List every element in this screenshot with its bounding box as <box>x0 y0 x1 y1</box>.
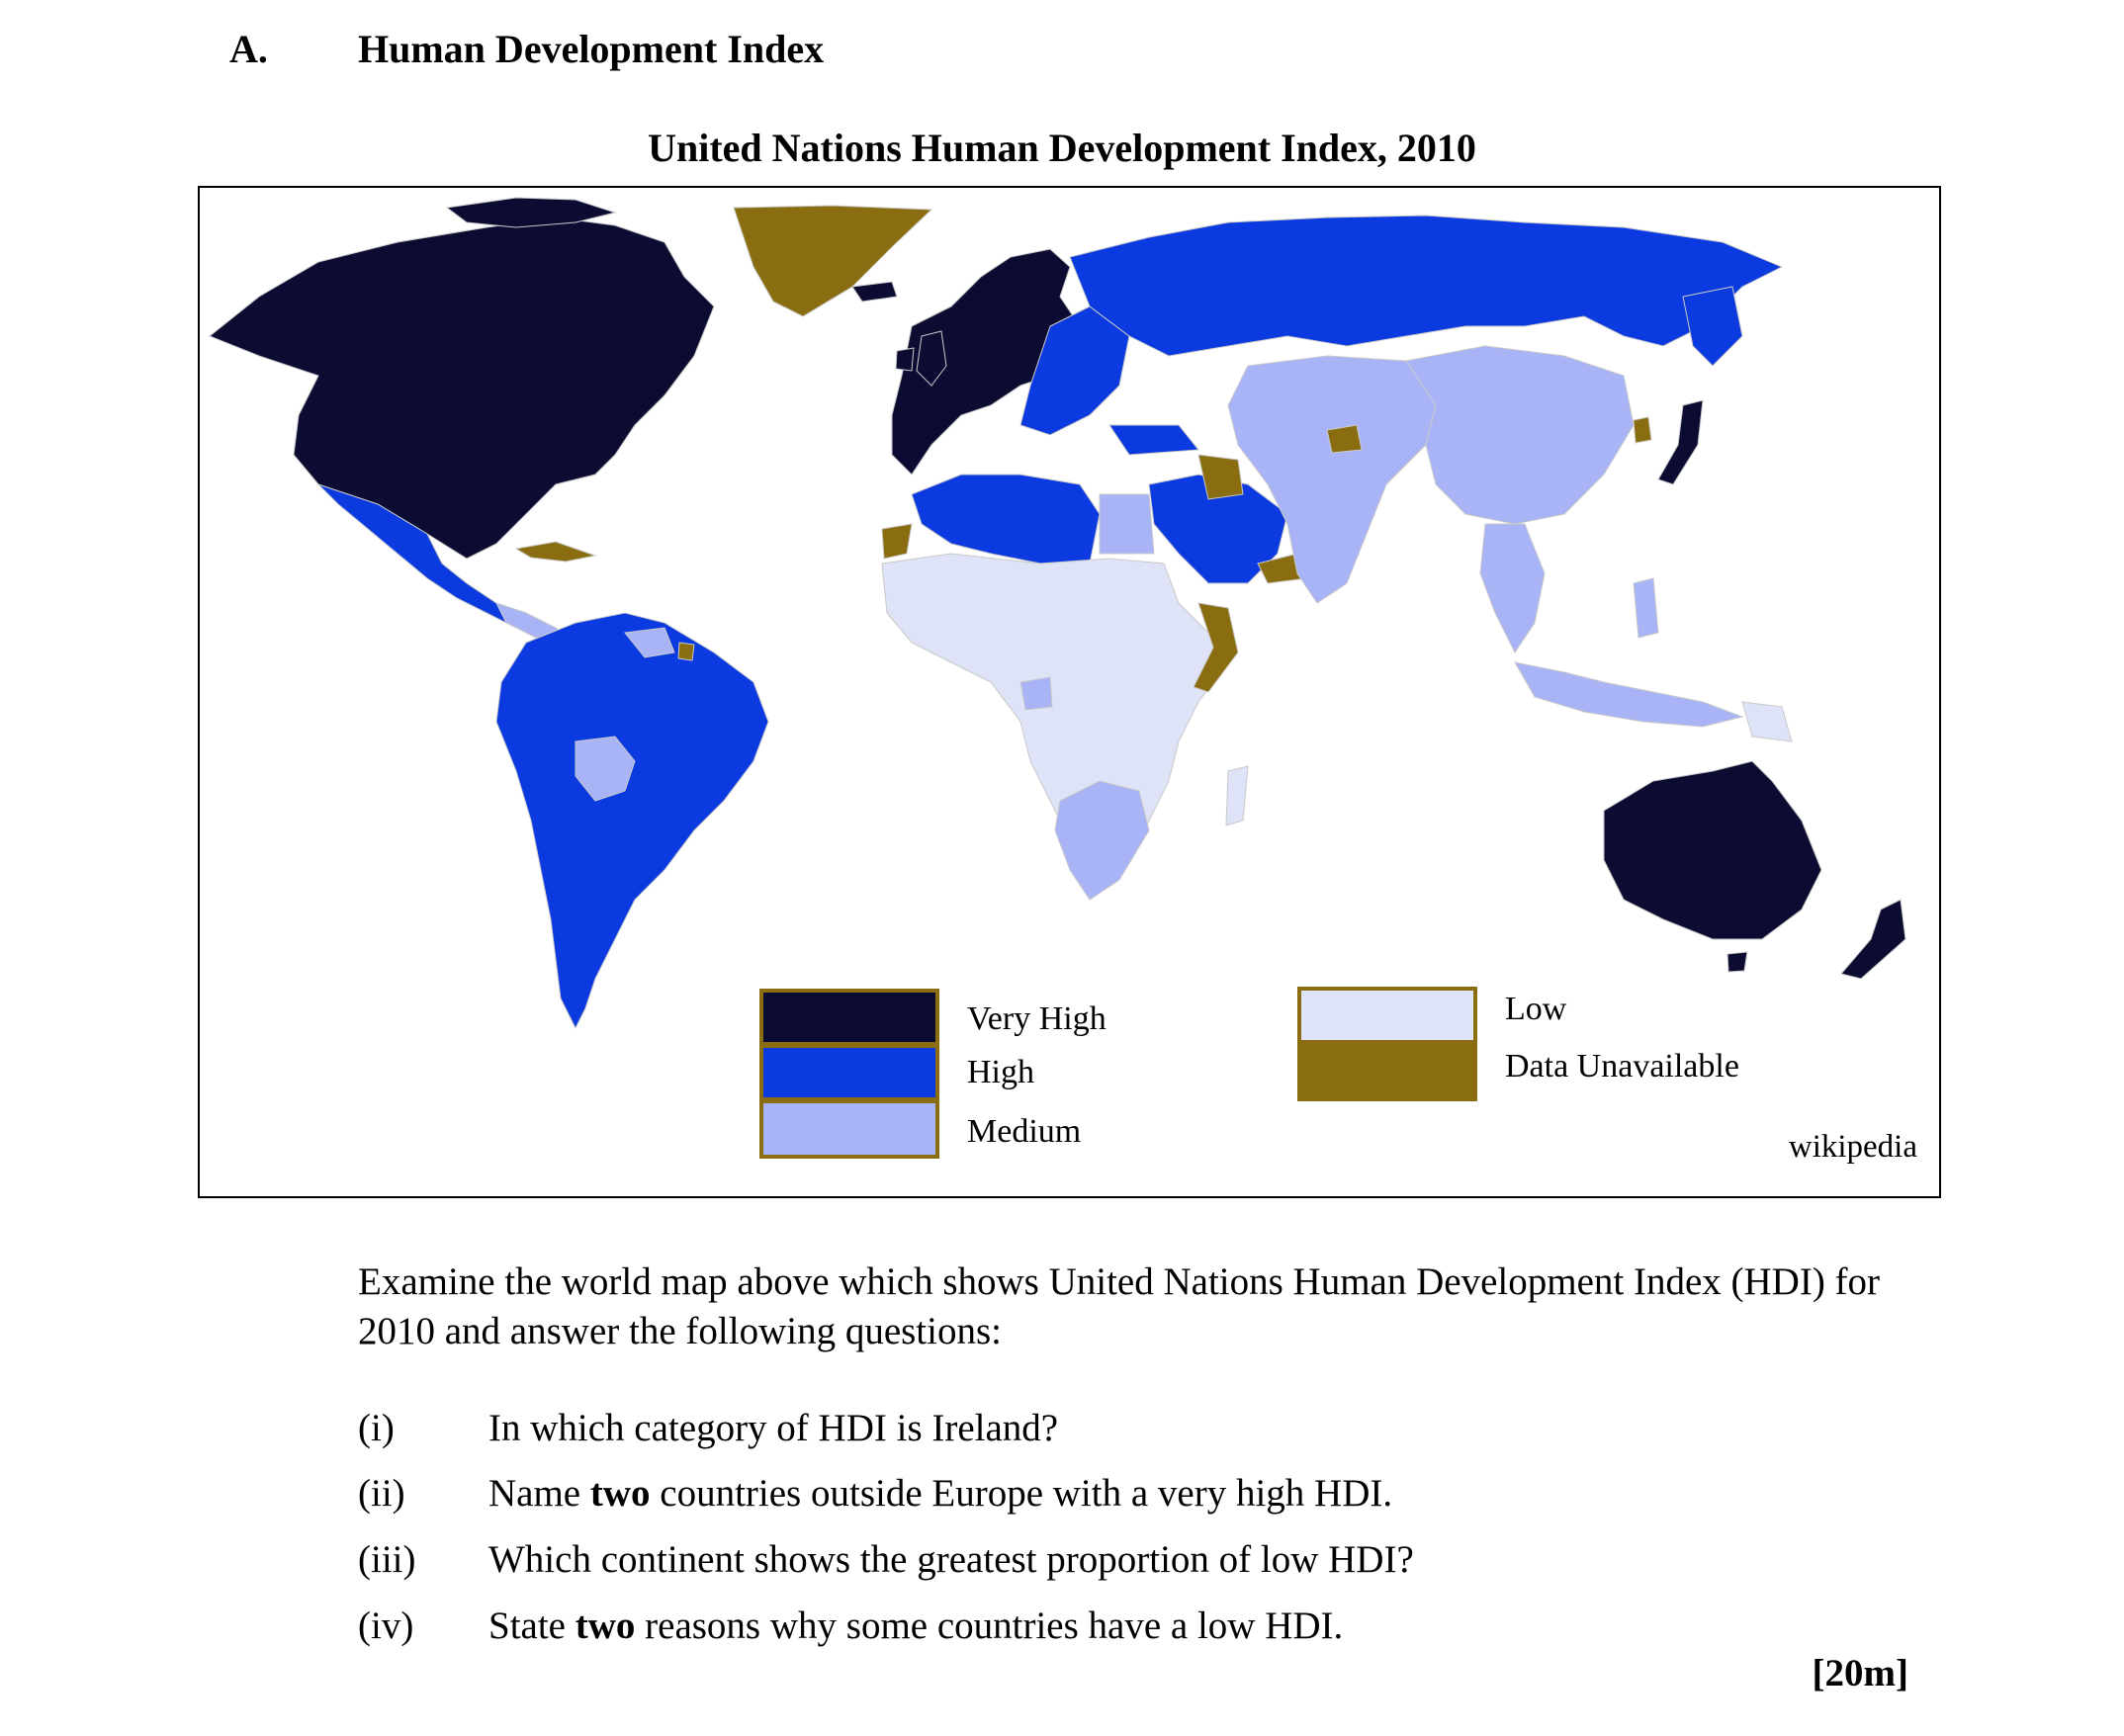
region-southeast-asia <box>1479 523 1546 653</box>
question-number: (iii) <box>358 1538 416 1581</box>
legend-swatch-data-unavailable <box>1297 1042 1477 1101</box>
region-australia <box>1603 760 1822 940</box>
region-gabon <box>1019 676 1053 711</box>
section-title: Human Development Index <box>358 27 825 71</box>
legend-swatch-medium <box>759 1099 939 1159</box>
map-credit: wikipedia <box>1788 1129 1917 1165</box>
region-iceland <box>851 281 898 303</box>
region-indonesia <box>1514 661 1744 728</box>
region-tasmania <box>1726 951 1748 973</box>
question-number: (ii) <box>358 1472 405 1515</box>
region-southern-africa <box>1054 780 1150 901</box>
region-somalia <box>1193 602 1239 693</box>
region-afghanistan <box>1326 424 1363 454</box>
world-map: Very High High Medium Low Data Unavailab… <box>198 186 1941 1198</box>
region-turkey <box>1108 424 1199 456</box>
region-guianas <box>624 627 675 658</box>
legend-swatch-high <box>759 1044 939 1101</box>
region-new-zealand <box>1840 899 1906 980</box>
region-french-guiana <box>677 642 695 661</box>
legend-swatch-low <box>1297 987 1477 1044</box>
region-cuba <box>514 541 597 563</box>
world-map-svg <box>200 188 1939 1196</box>
region-china <box>1405 345 1635 525</box>
legend-label-high: High <box>967 1054 1034 1090</box>
question-text: State two reasons why some countries hav… <box>488 1605 1344 1647</box>
legend-label-medium: Medium <box>967 1113 1082 1150</box>
region-arctic-islands <box>445 197 617 228</box>
region-ireland <box>895 347 915 372</box>
legend-label-very-high: Very High <box>967 1000 1106 1037</box>
question-text: In which category of HDI is Ireland? <box>488 1407 1059 1449</box>
region-png <box>1741 701 1793 742</box>
region-british-isles <box>916 330 947 387</box>
region-iraq <box>1197 454 1244 500</box>
region-russia <box>1069 215 1784 357</box>
region-russia-east <box>1682 286 1743 367</box>
legend-label-data-unavailable: Data Unavailable <box>1505 1048 1739 1085</box>
region-egypt <box>1099 493 1155 555</box>
region-bolivia <box>575 736 636 802</box>
region-western-sahara <box>881 523 913 560</box>
question-number: (iv) <box>358 1605 414 1647</box>
question-text: Which continent shows the greatest propo… <box>488 1538 1414 1581</box>
section-letter: A. <box>229 27 268 71</box>
map-title: United Nations Human Development Index, … <box>648 126 1476 170</box>
legend-swatch-very-high <box>759 989 939 1046</box>
marks-total: [20m] <box>1812 1652 1908 1694</box>
region-philippines <box>1633 577 1659 639</box>
region-south-america <box>495 612 769 1030</box>
region-sub-saharan-africa <box>881 553 1229 871</box>
region-madagascar <box>1225 765 1249 826</box>
intro-paragraph: Examine the world map above which shows … <box>358 1260 1881 1352</box>
legend-label-low: Low <box>1505 991 1567 1027</box>
question-text: Name two countries outside Europe with a… <box>488 1472 1393 1515</box>
region-north-korea <box>1633 416 1652 444</box>
region-japan <box>1657 399 1704 485</box>
question-number: (i) <box>358 1407 395 1449</box>
